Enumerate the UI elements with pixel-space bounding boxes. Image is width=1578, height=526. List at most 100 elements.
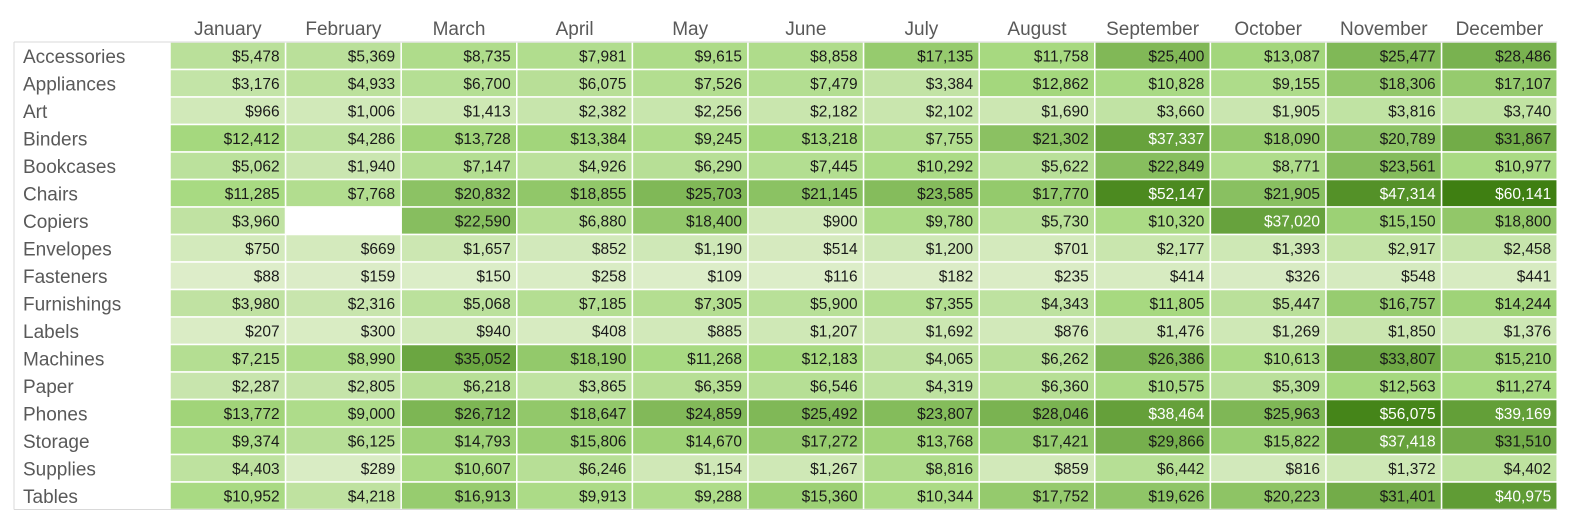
cell-value-label: $876 bbox=[1054, 323, 1088, 340]
cell-value-label: $7,445 bbox=[810, 158, 857, 175]
cell-value-label: $47,314 bbox=[1380, 186, 1436, 203]
cell-value-label: $6,246 bbox=[579, 461, 626, 478]
cell-value-label: $235 bbox=[1054, 268, 1088, 285]
cell-value-label: $414 bbox=[1170, 268, 1205, 285]
heatmap-cell bbox=[631, 481, 749, 511]
cell-value-label: $4,343 bbox=[1041, 296, 1088, 313]
row-label-furnishings: Furnishings bbox=[23, 294, 121, 315]
cell-value-label: $33,807 bbox=[1380, 351, 1436, 368]
cell-value-label: $25,477 bbox=[1380, 48, 1436, 65]
cell-value-label: $11,268 bbox=[687, 351, 742, 368]
cell-value-label: $1,413 bbox=[463, 103, 510, 120]
heatmap-cell bbox=[978, 151, 1096, 181]
cell-value-label: $20,789 bbox=[1380, 131, 1436, 148]
cell-value-label: $15,822 bbox=[1264, 433, 1320, 450]
cell-value-label: $750 bbox=[245, 241, 280, 258]
cell-value-label: $4,402 bbox=[1504, 461, 1551, 478]
heatmap-cell bbox=[747, 233, 865, 263]
heatmap-cell bbox=[1440, 41, 1558, 71]
column-header-march: March bbox=[433, 19, 486, 40]
cell-value-label: $900 bbox=[823, 213, 858, 230]
cell-value-label: $6,442 bbox=[1157, 461, 1204, 478]
heatmap-cell bbox=[1325, 123, 1443, 153]
cell-value-label: $7,768 bbox=[348, 186, 395, 203]
row-label-copiers: Copiers bbox=[23, 212, 88, 233]
heatmap-cell bbox=[1094, 453, 1212, 483]
heatmap-cell bbox=[862, 371, 980, 401]
cell-value-label: $10,575 bbox=[1148, 378, 1204, 395]
column-header-november: November bbox=[1340, 19, 1428, 40]
cell-value-label: $23,807 bbox=[917, 406, 973, 423]
row-label-phones: Phones bbox=[23, 404, 87, 425]
heatmap-cell bbox=[1209, 206, 1327, 236]
heatmap-cell bbox=[978, 316, 1096, 346]
cell-value-label: $12,412 bbox=[224, 131, 280, 148]
heatmap-cell bbox=[978, 481, 1096, 511]
heatmap-cell bbox=[978, 288, 1096, 318]
heatmap-cell bbox=[1440, 233, 1558, 263]
row-label-storage: Storage bbox=[23, 432, 90, 453]
cell-value-label: $10,292 bbox=[917, 158, 973, 175]
cell-value-label: $1,476 bbox=[1157, 323, 1204, 340]
heatmap-cell bbox=[631, 288, 749, 318]
heatmap-cell bbox=[747, 151, 865, 181]
cell-value-label: $56,075 bbox=[1380, 406, 1436, 423]
heatmap-cell bbox=[516, 68, 634, 98]
cell-value-label: $12,862 bbox=[1033, 76, 1089, 93]
cell-value-label: $548 bbox=[1401, 268, 1435, 285]
cell-value-label: $21,905 bbox=[1264, 186, 1320, 203]
heatmap-cell bbox=[400, 151, 518, 181]
cell-value-label: $21,145 bbox=[802, 186, 858, 203]
cell-value-label: $13,772 bbox=[224, 406, 280, 423]
heatmap-cell bbox=[284, 151, 402, 181]
cell-value-label: $15,360 bbox=[802, 488, 858, 505]
column-header-july: July bbox=[905, 19, 939, 40]
column-header-august: August bbox=[1007, 19, 1067, 40]
heatmap-cell bbox=[631, 371, 749, 401]
cell-value-label: $18,090 bbox=[1264, 131, 1320, 148]
heatmap-cell bbox=[1440, 68, 1558, 98]
cell-value-label: $9,913 bbox=[579, 488, 626, 505]
cell-value-label: $18,306 bbox=[1380, 76, 1436, 93]
cell-value-label: $1,850 bbox=[1388, 323, 1436, 340]
cell-value-label: $852 bbox=[592, 241, 626, 258]
cell-value-label: $5,478 bbox=[232, 48, 279, 65]
cell-value-label: $10,607 bbox=[455, 461, 511, 478]
cell-value-label: $8,990 bbox=[348, 351, 396, 368]
heatmap-cell bbox=[1440, 371, 1558, 401]
cell-value-label: $23,561 bbox=[1380, 158, 1436, 175]
heatmap-cell bbox=[1209, 123, 1327, 153]
cell-value-label: $6,700 bbox=[463, 76, 511, 93]
heatmap-cell bbox=[862, 96, 980, 126]
cell-value-label: $669 bbox=[361, 241, 395, 258]
heatmap-cell bbox=[747, 123, 865, 153]
heatmap-cell bbox=[516, 178, 634, 208]
heatmap-cell bbox=[169, 426, 287, 456]
heatmap-cell bbox=[1094, 316, 1212, 346]
column-header-october: October bbox=[1234, 19, 1302, 40]
heatmap-cell bbox=[978, 453, 1096, 483]
heatmap-cell bbox=[862, 261, 980, 291]
heatmap-cell bbox=[1094, 123, 1212, 153]
heatmap-cell bbox=[978, 343, 1096, 373]
cell-value-label: $52,147 bbox=[1148, 186, 1204, 203]
cell-value-label: $19,626 bbox=[1148, 488, 1204, 505]
heatmap-cell bbox=[1440, 481, 1558, 511]
cell-value-label: $13,728 bbox=[455, 131, 511, 148]
heatmap-cell bbox=[862, 316, 980, 346]
cell-value-label: $1,940 bbox=[348, 158, 396, 175]
cell-value-label: $2,805 bbox=[348, 378, 395, 395]
cell-value-label: $60,141 bbox=[1495, 186, 1551, 203]
cell-value-label: $3,176 bbox=[232, 76, 279, 93]
category-label-column: Accessories Appliances Art Binders Bookcases… bbox=[23, 47, 125, 508]
cell-value-label: $6,880 bbox=[579, 213, 627, 230]
cell-value-label: $26,712 bbox=[455, 406, 511, 423]
heatmap-cell bbox=[978, 178, 1096, 208]
cell-value-label: $9,288 bbox=[695, 488, 742, 505]
cell-value-label: $408 bbox=[592, 323, 626, 340]
cell-value-label: $11,805 bbox=[1150, 296, 1205, 313]
cell-value-label: $22,849 bbox=[1148, 158, 1204, 175]
cell-value-label: $7,355 bbox=[926, 296, 973, 313]
cell-value-label: $29,866 bbox=[1148, 433, 1204, 450]
